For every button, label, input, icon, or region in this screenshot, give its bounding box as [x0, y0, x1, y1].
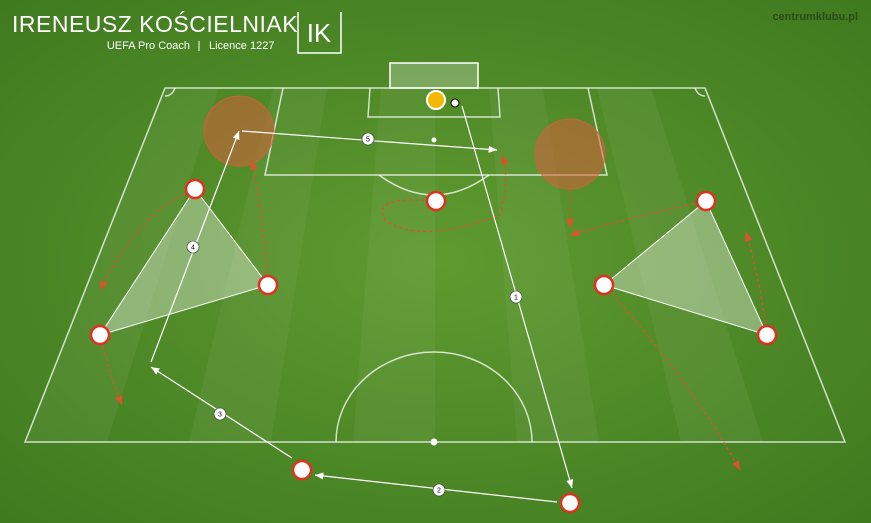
- pass-label: 1: [514, 295, 518, 302]
- pass-label-badge: [432, 483, 446, 497]
- pitch-lines: [23, 62, 847, 446]
- triangles: [98, 188, 768, 336]
- pass-label: 2: [437, 488, 441, 495]
- runs: [99, 154, 768, 471]
- logo: IK: [307, 18, 332, 48]
- subtitle-role: UEFA Pro Coach: [107, 40, 190, 52]
- title: IRENEUSZ KOŚCIELNIAK: [12, 10, 298, 37]
- pass-label-badge: [186, 240, 200, 254]
- pass-label-badge: [509, 290, 523, 304]
- watermark: centrumklubu.pl: [772, 11, 858, 23]
- pass-label: 4: [191, 245, 195, 252]
- pass-label-badge: [213, 407, 227, 421]
- pass-label: 3: [218, 412, 222, 419]
- players: [89, 90, 778, 514]
- pass-label-badge: [361, 132, 375, 146]
- subtitle-licence: Licence 1227: [209, 40, 274, 52]
- pass-label: 5: [366, 137, 370, 144]
- logo-frame: [297, 12, 342, 54]
